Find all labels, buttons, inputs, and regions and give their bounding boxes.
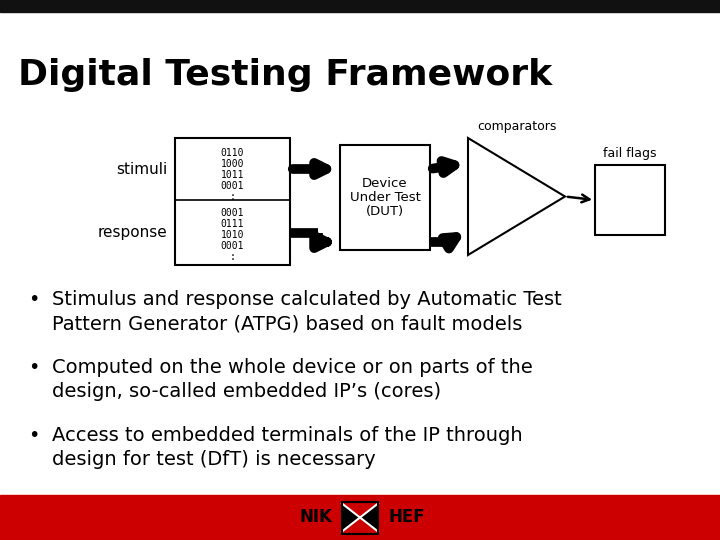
Text: Under Test: Under Test <box>350 191 420 204</box>
Bar <box>595 165 665 235</box>
Text: Digital Testing Framework: Digital Testing Framework <box>18 58 552 92</box>
Bar <box>175 138 290 265</box>
Text: Device: Device <box>362 177 408 190</box>
Text: 0001: 0001 <box>221 208 244 218</box>
Text: :: : <box>230 192 235 202</box>
Text: 0001: 0001 <box>221 241 244 251</box>
Bar <box>45 2 705 10</box>
Text: 1011: 1011 <box>221 170 244 180</box>
Text: comparators: comparators <box>477 120 556 133</box>
Text: 0001: 0001 <box>221 181 244 191</box>
Text: HEF: HEF <box>388 509 425 526</box>
Text: •: • <box>28 290 40 309</box>
Text: stimuli: stimuli <box>116 161 167 177</box>
Polygon shape <box>468 138 565 255</box>
Bar <box>0 0 720 12</box>
Text: NIK: NIK <box>299 509 332 526</box>
Text: Stimulus and response calculated by Automatic Test
Pattern Generator (ATPG) base: Stimulus and response calculated by Auto… <box>52 290 562 333</box>
Text: •: • <box>28 358 40 377</box>
Text: Access to embedded terminals of the IP through
design for test (DfT) is necessar: Access to embedded terminals of the IP t… <box>52 426 523 469</box>
Polygon shape <box>360 503 378 531</box>
Text: response: response <box>97 225 167 240</box>
Text: :: : <box>230 252 235 262</box>
Text: 0110: 0110 <box>221 148 244 158</box>
Text: fail flags: fail flags <box>603 147 657 160</box>
Bar <box>340 145 430 250</box>
Bar <box>0 495 720 540</box>
Text: •: • <box>28 426 40 445</box>
Text: 0111: 0111 <box>221 219 244 229</box>
Text: Computed on the whole device or on parts of the
design, so-called embedded IP’s : Computed on the whole device or on parts… <box>52 358 533 401</box>
Text: 1000: 1000 <box>221 159 244 169</box>
Polygon shape <box>342 503 360 531</box>
Text: 1010: 1010 <box>221 230 244 240</box>
Text: (DUT): (DUT) <box>366 205 404 218</box>
Bar <box>342 502 378 534</box>
